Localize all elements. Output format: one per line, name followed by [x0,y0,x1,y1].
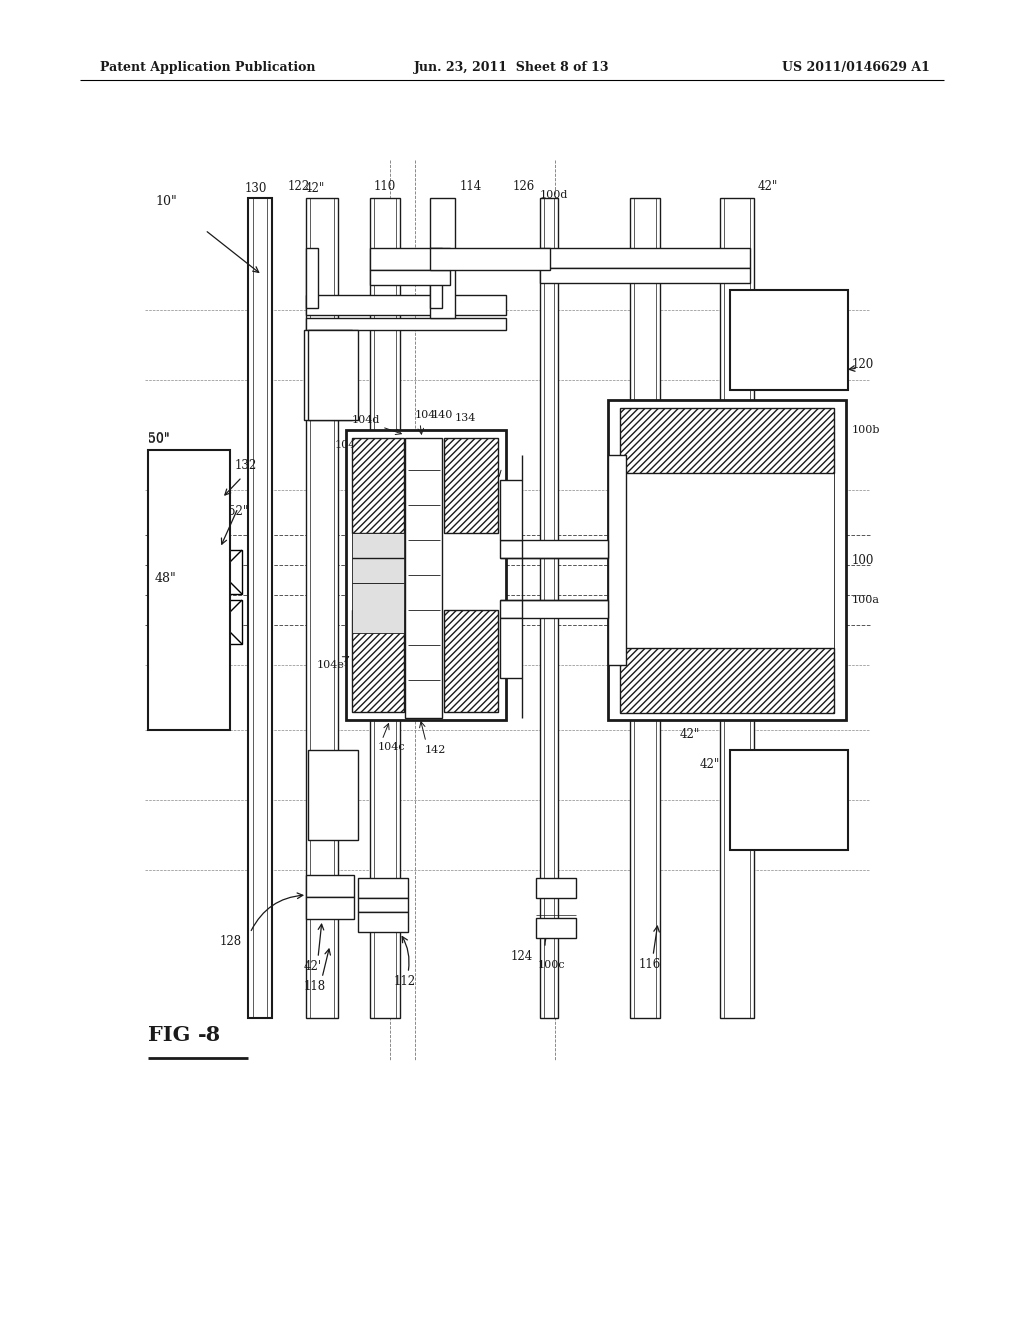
Text: 42": 42" [700,758,720,771]
Text: 140: 140 [432,411,454,420]
Bar [444,438,498,533]
Bar [370,248,450,271]
Text: 52": 52" [228,506,248,517]
Bar [430,248,442,308]
Text: 126: 126 [513,180,535,193]
Text: 48": 48" [155,572,177,585]
Bar [730,750,848,850]
Bar [500,540,608,558]
Bar [306,898,354,919]
Text: 118: 118 [304,979,326,993]
Text: 116: 116 [639,958,662,972]
Bar [630,198,660,1018]
Text: 134: 134 [455,413,476,422]
Bar [352,438,404,533]
Text: FIG: FIG [148,1026,190,1045]
Text: 100a: 100a [852,595,880,605]
Text: 130: 130 [245,182,267,195]
Bar [352,583,404,634]
Text: US 2011/0146629 A1: US 2011/0146629 A1 [782,62,930,74]
Bar [304,330,352,420]
Text: 50": 50" [148,432,170,445]
Text: Patent Application Publication: Patent Application Publication [100,62,315,74]
Bar [540,268,750,282]
Bar [608,455,626,665]
Bar [306,875,354,898]
Bar [500,480,522,540]
Bar [198,601,242,644]
Text: 100b: 100b [852,425,881,436]
Text: 128: 128 [220,935,242,948]
Bar [248,198,272,1018]
Text: 104: 104 [415,411,436,420]
Text: 100: 100 [852,553,874,566]
Text: 114: 114 [460,180,482,193]
Bar [306,248,318,308]
Bar [500,618,522,678]
Bar [148,450,230,730]
Text: 100d: 100d [540,190,568,201]
Bar [540,198,558,1018]
Text: 104: 104 [395,680,417,690]
Text: -8: -8 [198,1026,221,1045]
Text: 104e: 104e [317,660,345,671]
Text: 112: 112 [394,975,416,987]
Bar [370,198,400,1018]
Bar [430,248,550,271]
Text: 42": 42" [305,182,326,195]
Text: 10": 10" [155,195,177,209]
Text: 104f: 104f [335,440,360,450]
Bar [346,430,506,719]
Bar [358,898,408,912]
Bar [444,610,498,711]
Text: 142: 142 [425,744,446,755]
Text: 104b: 104b [372,440,400,450]
Text: 132: 132 [234,459,257,473]
Text: 42': 42' [304,960,322,973]
Bar [608,400,846,719]
Bar [370,271,450,285]
Text: 104c: 104c [378,742,406,752]
Text: 110: 110 [374,180,396,193]
Text: 42": 42" [680,729,700,741]
Text: 124: 124 [511,950,534,964]
Bar [406,438,442,718]
Bar [430,198,455,318]
Text: 50": 50" [148,433,170,446]
Bar [352,610,404,711]
Text: 122: 122 [288,180,310,193]
Bar [620,408,834,473]
Bar [308,330,358,420]
Bar [620,648,834,713]
Bar [358,912,408,932]
Bar [198,550,242,594]
Text: 136: 136 [473,445,494,455]
Bar [308,750,358,840]
Text: 104d: 104d [351,414,380,425]
Bar [358,878,408,898]
Text: 120: 120 [852,359,874,371]
Bar [536,917,575,939]
Bar [720,198,754,1018]
Bar [730,290,848,389]
Bar [306,198,338,1018]
Text: Jun. 23, 2011  Sheet 8 of 13: Jun. 23, 2011 Sheet 8 of 13 [415,62,609,74]
Bar [352,533,404,583]
Bar [500,601,608,618]
Bar [306,294,506,315]
Bar [536,878,575,898]
Text: 42": 42" [758,180,778,193]
Bar [620,473,834,648]
Text: 100c: 100c [538,960,565,970]
Bar [306,318,506,330]
Bar [540,248,750,268]
